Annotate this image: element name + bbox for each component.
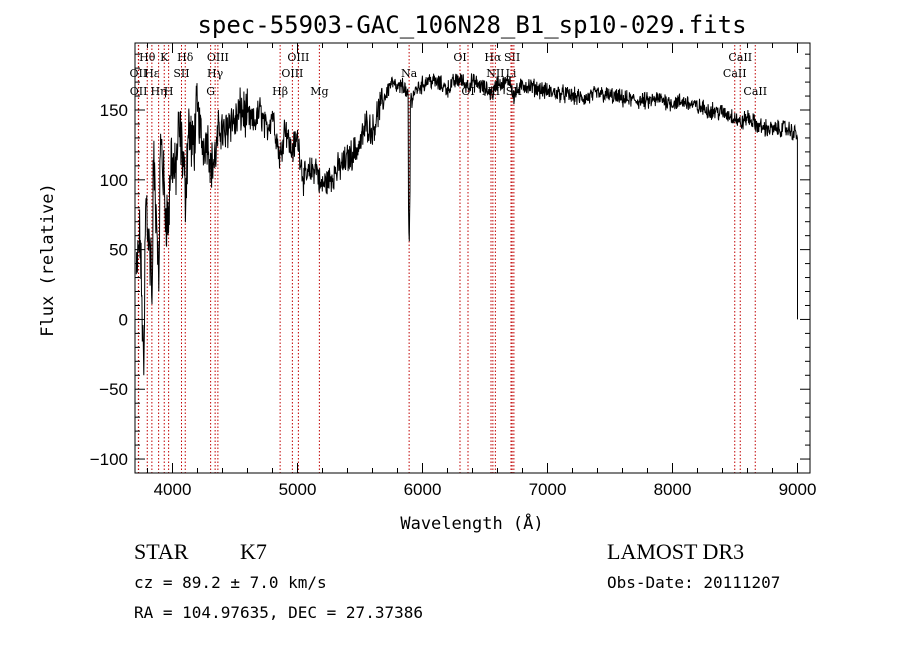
spectral-line-label: Hβ bbox=[272, 85, 288, 98]
redshift-velocity: cz = 89.2 ± 7.0 km/s bbox=[134, 573, 327, 592]
spectral-line-label: SII bbox=[173, 67, 189, 80]
x-tick-label: 8000 bbox=[654, 480, 692, 499]
y-axis-label: Flux (relative) bbox=[38, 183, 58, 337]
spectral-line-label: Hη bbox=[151, 85, 167, 98]
spectrum-line bbox=[135, 73, 798, 376]
survey-name: LAMOST DR3 bbox=[607, 539, 745, 564]
spectral-line-label: Hγ bbox=[207, 67, 224, 80]
spectral-line-label: Hε bbox=[144, 67, 160, 80]
spectral-line-label: Mg bbox=[310, 85, 328, 98]
spectral-line-label: Hδ bbox=[177, 51, 194, 64]
object-subclass: K7 bbox=[240, 539, 267, 564]
observation-date: Obs-Date: 20111207 bbox=[607, 573, 781, 592]
spectral-line-label: G bbox=[206, 85, 215, 98]
spectral-line-label: NII bbox=[486, 67, 504, 80]
x-axis-label: Wavelength (Å) bbox=[400, 512, 543, 534]
x-tick-label: 5000 bbox=[279, 480, 317, 499]
y-tick-label: 0 bbox=[119, 310, 128, 329]
spectrum-series bbox=[135, 73, 798, 376]
y-tick-label: −100 bbox=[90, 450, 128, 469]
spectral-line-label: CaII bbox=[728, 51, 752, 64]
spectral-line-label: OIII bbox=[207, 51, 229, 64]
spectral-line-label: Hθ bbox=[139, 51, 156, 64]
x-tick-label: 7000 bbox=[529, 480, 567, 499]
x-tick-label: 9000 bbox=[779, 480, 817, 499]
x-tick-label: 4000 bbox=[154, 480, 192, 499]
plot-axes: 4000 5000 6000 7000 8000 9000 −100 −50 0 50 100 150 bbox=[90, 42, 817, 499]
y-tick-label: −50 bbox=[99, 380, 128, 399]
y-tick-label: 50 bbox=[109, 241, 128, 260]
spectral-line-label: SII bbox=[504, 51, 520, 64]
spectral-line-label: K bbox=[160, 51, 169, 64]
object-class: STAR bbox=[134, 539, 189, 564]
ra-dec-coordinates: RA = 104.97635, DEC = 27.37386 bbox=[134, 603, 423, 622]
spectral-line-label: OIII bbox=[281, 67, 303, 80]
spectral-line-label: OIII bbox=[287, 51, 309, 64]
spectral-line-label: CaII bbox=[723, 67, 747, 80]
y-tick-label: 100 bbox=[100, 171, 128, 190]
spectral-line-label: OII bbox=[130, 85, 148, 98]
y-tick-label: 150 bbox=[100, 101, 128, 120]
spectral-line-label: Li bbox=[506, 67, 517, 80]
spectral-line-label: CaII bbox=[743, 85, 767, 98]
spectral-line-label: H bbox=[164, 85, 174, 98]
chart-title: spec-55903-GAC_106N28_B1_sp10-029.fits bbox=[197, 11, 746, 39]
spectral-line-label: Hα bbox=[484, 51, 502, 64]
spectral-line-label: Na bbox=[401, 67, 418, 80]
x-tick-label: 6000 bbox=[404, 480, 442, 499]
spectral-line-label: OI bbox=[453, 51, 466, 64]
